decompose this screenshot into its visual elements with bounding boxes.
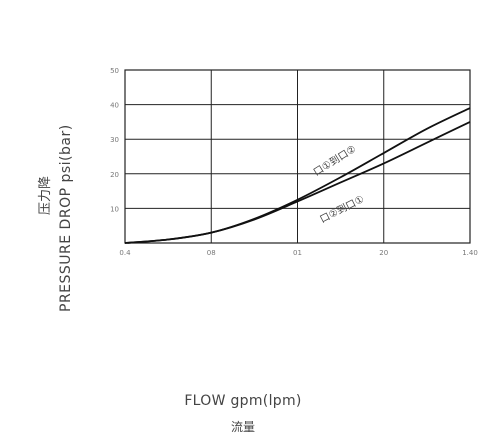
y-tick-label: 10	[110, 205, 119, 213]
pressure-drop-chart: 10 20 30 40 50 0.4 08 01 20 1.40 口①到口② 口②到口① PRE…	[38, 67, 478, 312]
grid	[125, 70, 470, 243]
x-tick-label: 20	[379, 249, 388, 257]
y-tick-label: 30	[110, 136, 119, 144]
curve-label-1-to-2: 口①到口②	[311, 143, 358, 179]
curve-series-2	[124, 121, 471, 244]
curve-label-2-to-1: 口②到口①	[318, 193, 366, 225]
x-tick-label: 0.4	[119, 249, 131, 257]
y-tick-labels: 10 20 30 40 50	[110, 67, 119, 213]
y-axis-label-cn: 压力降	[38, 176, 53, 215]
x-tick-label: 1.40	[462, 249, 478, 257]
y-tick-label: 20	[110, 171, 119, 179]
x-tick-label: 08	[207, 249, 216, 257]
x-tick-label: 01	[293, 249, 302, 257]
x-axis-label: FLOW gpm(lpm)	[184, 393, 302, 409]
y-axis-label: PRESSURE DROP psi(bar)	[58, 124, 74, 312]
x-axis-label-cn: 流量	[230, 420, 255, 434]
plot-frame	[124, 69, 471, 244]
y-tick-label: 50	[110, 67, 119, 75]
x-tick-labels: 0.4 08 01 20 1.40	[119, 249, 477, 257]
y-tick-label: 40	[110, 102, 119, 110]
curves	[124, 107, 471, 244]
